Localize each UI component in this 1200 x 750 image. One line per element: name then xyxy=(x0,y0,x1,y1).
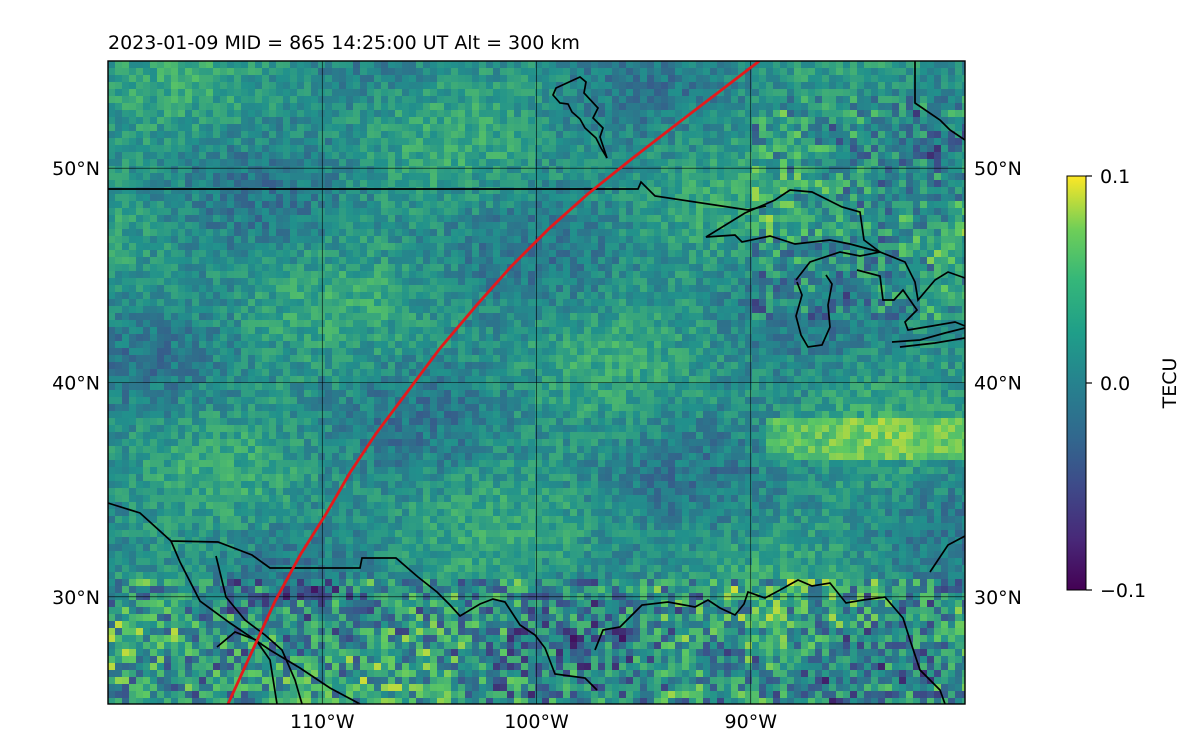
colorbar-label: TECU xyxy=(1159,358,1181,410)
map-frame xyxy=(107,60,966,705)
lake-winnipeg xyxy=(552,76,608,159)
lat-tick-label-left: 50°N xyxy=(52,158,100,180)
colorbar-gradient xyxy=(1066,175,1087,591)
map-tick-labels: 110°W 100°W 90°W 30°N 30°N 40°N 40°N 50°N 50°N xyxy=(52,158,1022,733)
lon-tick-label: 110°W xyxy=(290,711,355,733)
lat-tick-label-left: 30°N xyxy=(52,587,100,609)
baja-peninsula xyxy=(170,540,361,704)
lake-superior xyxy=(705,189,881,253)
lon-tick-label: 100°W xyxy=(504,711,569,733)
lat-tick-label-right: 50°N xyxy=(974,158,1022,180)
colorbar-tick-label: −0.1 xyxy=(1100,580,1146,602)
tec-field xyxy=(108,61,965,704)
lat-tick-label-left: 40°N xyxy=(52,373,100,395)
figure-title: 2023-01-09 MID = 865 14:25:00 UT Alt = 3… xyxy=(108,32,580,54)
colorbar-tick-label: 0.1 xyxy=(1100,166,1130,188)
lake-erie-ontario xyxy=(891,327,965,348)
florida-east xyxy=(929,535,965,573)
gulf-coast xyxy=(594,579,946,704)
lat-tick-label-right: 30°N xyxy=(974,587,1022,609)
lake-michigan xyxy=(795,274,833,348)
lat-tick-label-right: 40°N xyxy=(974,373,1022,395)
colorbar-tick-label: 0.0 xyxy=(1100,373,1130,395)
lake-huron xyxy=(856,269,965,331)
lon-tick-label: 90°W xyxy=(725,711,778,733)
colorbar-ticks: 0.1 0.0 −0.1 xyxy=(1086,166,1146,602)
mexico-border xyxy=(108,502,598,691)
satellite-track xyxy=(226,61,761,704)
map-gridlines xyxy=(108,61,965,704)
track-line xyxy=(226,61,761,704)
lake-michigan-huron xyxy=(795,251,965,302)
hudson-bay-edge xyxy=(914,61,965,141)
colorbar: 0.1 0.0 −0.1 TECU xyxy=(1066,166,1181,602)
